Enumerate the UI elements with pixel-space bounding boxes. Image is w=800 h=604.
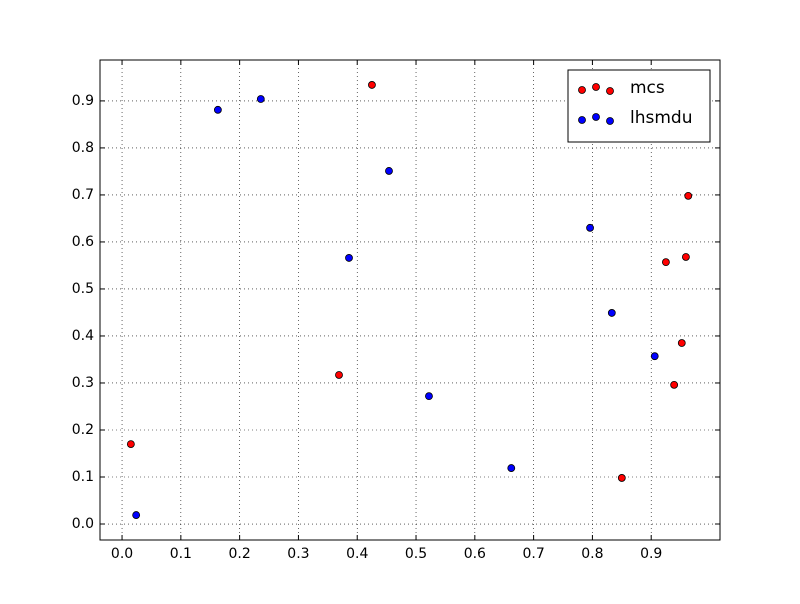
y-tick-label: 0.2 xyxy=(72,422,94,438)
y-tick-label: 0.4 xyxy=(72,328,94,344)
legend-marker xyxy=(578,116,586,124)
point xyxy=(684,191,693,200)
point xyxy=(617,474,626,482)
legend-label: lhsmdu xyxy=(630,108,692,128)
x-tick-label: 0.5 xyxy=(405,546,427,562)
point xyxy=(586,223,594,232)
point xyxy=(677,339,686,347)
legend-label: mcs xyxy=(630,78,665,98)
point xyxy=(126,440,135,448)
legend-marker xyxy=(578,86,586,94)
y-tick-label: 0.9 xyxy=(72,93,94,109)
legend-marker xyxy=(606,87,614,95)
y-tick-label: 0.8 xyxy=(72,140,94,156)
point xyxy=(650,352,659,361)
y-tick-label: 0.3 xyxy=(72,375,94,391)
point xyxy=(368,81,376,89)
y-tick-label: 0.6 xyxy=(72,234,94,250)
x-tick-label: 0.6 xyxy=(464,546,486,562)
point xyxy=(213,105,222,114)
legend-marker xyxy=(606,117,614,125)
x-tick-label: 0.4 xyxy=(346,546,368,562)
x-tick-label: 0.0 xyxy=(111,546,133,562)
point xyxy=(335,371,343,379)
point xyxy=(345,254,353,262)
point xyxy=(507,464,516,472)
x-tick-label: 0.3 xyxy=(287,546,309,562)
point xyxy=(662,258,670,267)
point xyxy=(670,380,679,389)
x-tick-label: 0.9 xyxy=(640,546,662,562)
x-tick-label: 0.2 xyxy=(229,546,251,562)
y-tick-label: 0.0 xyxy=(72,516,94,532)
x-tick-label: 0.1 xyxy=(170,546,192,562)
y-tick-label: 0.7 xyxy=(72,187,94,203)
point xyxy=(385,167,393,175)
point xyxy=(132,511,141,519)
point xyxy=(607,309,616,317)
point xyxy=(256,95,265,103)
x-tick-label: 0.8 xyxy=(581,546,603,562)
legend-marker xyxy=(592,83,600,91)
x-tick-label: 0.7 xyxy=(522,546,544,562)
plot-frame xyxy=(99,59,721,541)
point xyxy=(681,253,690,261)
y-tick-label: 0.1 xyxy=(72,469,94,485)
y-tick-label: 0.5 xyxy=(72,281,94,297)
legend-marker xyxy=(592,113,600,121)
point xyxy=(425,392,433,401)
legend-box xyxy=(567,69,711,143)
